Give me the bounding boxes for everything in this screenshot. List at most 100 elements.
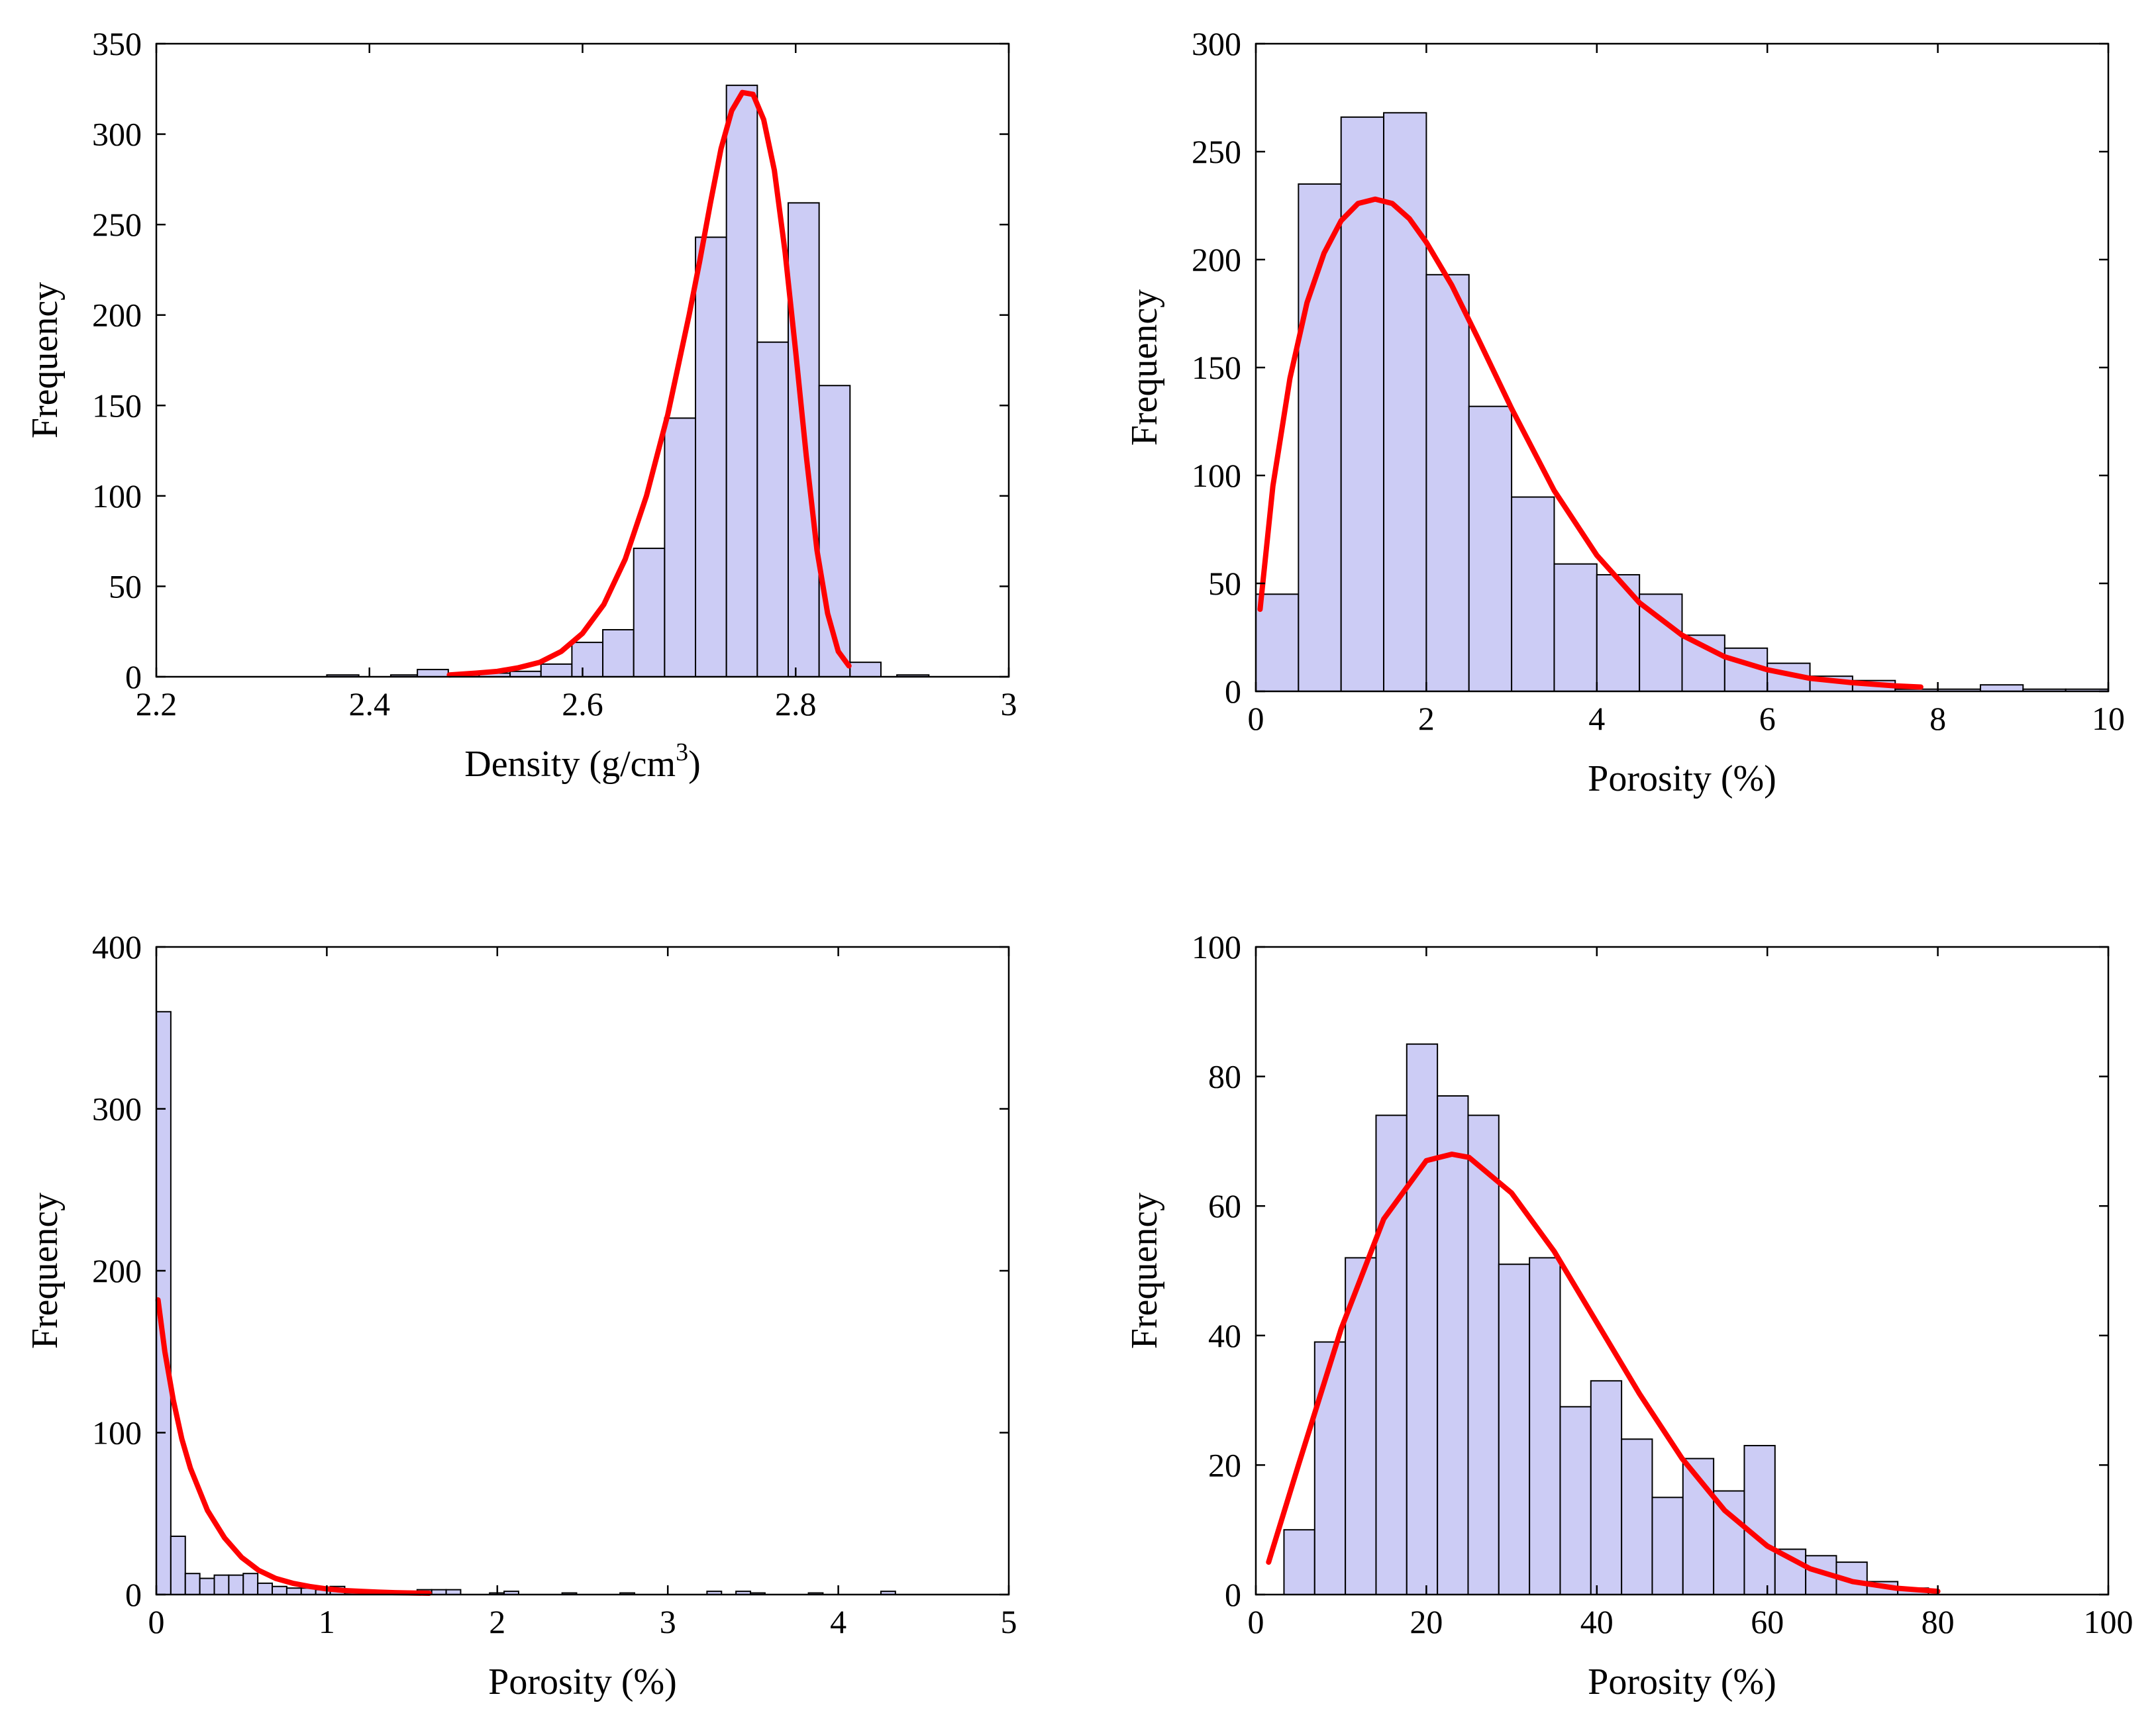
porosity-b-bar-5	[228, 1574, 244, 1595]
porosity-b-ytick-label-1: 100	[92, 1414, 142, 1452]
density-xtick-label-3: 2.8	[775, 685, 817, 722]
porosity-c-xtick-label-2: 40	[1580, 1603, 1614, 1640]
porosity-b-bar-6	[242, 1573, 259, 1596]
porosity-a-ytick-label-2: 100	[1192, 457, 1241, 494]
porosity-a-ytick-label-6: 300	[1192, 25, 1241, 62]
porosity-c-bar-10	[1590, 1380, 1623, 1595]
porosity-b-ytick-label-2: 200	[92, 1252, 142, 1289]
porosity-a-xtick-label-0: 0	[1248, 700, 1264, 737]
porosity-c-ytick-label-4: 80	[1208, 1058, 1241, 1095]
porosity-b-xtick-label-1: 1	[319, 1603, 335, 1640]
density-bar-12	[725, 84, 758, 677]
porosity-a-bar-5	[1468, 405, 1513, 692]
density-ytick-label-1: 50	[109, 567, 142, 605]
porosity-c-xlabel: Porosity (%)	[1588, 1661, 1776, 1702]
porosity-c-bar-7	[1498, 1263, 1531, 1595]
porosity-c-bar-15	[1743, 1445, 1776, 1596]
density-bar-11	[695, 236, 727, 677]
porosity-a-bar-3	[1383, 112, 1427, 692]
porosity-c-ylabel: Frequency	[1124, 1193, 1165, 1349]
porosity-c-bar-4	[1406, 1043, 1439, 1595]
porosity-a-ytick-label-4: 200	[1192, 241, 1241, 278]
porosity-c-bar-5	[1437, 1095, 1469, 1595]
porosity-c-bar-0	[1283, 1529, 1315, 1595]
porosity-c-xtick-label-5: 100	[2084, 1603, 2133, 1640]
density-ylabel: Frequency	[25, 282, 66, 438]
porosity-a-xtick-label-4: 8	[1929, 700, 1946, 737]
density-ytick-label-3: 150	[92, 387, 142, 424]
porosity-a-xtick-label-1: 2	[1418, 700, 1435, 737]
porosity-c-bar-11	[1621, 1438, 1653, 1596]
density-bar-9	[633, 548, 666, 677]
porosity-c-ytick-label-3: 60	[1208, 1187, 1241, 1224]
porosity-b-bar-7	[257, 1582, 274, 1596]
porosity-a-bar-17	[1979, 684, 2024, 692]
porosity-a-ytick-label-3: 150	[1192, 349, 1241, 386]
density-bar-15	[818, 385, 851, 677]
porosity-b-bar-2	[184, 1573, 201, 1596]
density-bar-13	[756, 341, 789, 678]
density-xtick-label-2: 2.6	[562, 685, 603, 722]
density-bar-16	[849, 662, 882, 677]
density-ytick-label-0: 0	[125, 658, 142, 695]
porosity-b-bar-8	[272, 1585, 287, 1595]
porosity-c-axes-box	[1255, 946, 2110, 1596]
porosity-a-xtick-label-2: 4	[1588, 700, 1605, 737]
subplot-porosity-c: 0 20 40 60 80 100 0 20 40 60 80 100 Porosity (%) Freq…	[1124, 928, 2133, 1702]
porosity-a-bar-6	[1511, 496, 1555, 692]
density-fit-curve	[446, 89, 852, 678]
porosity-c-bar-9	[1559, 1406, 1592, 1595]
density-bar-10	[664, 417, 697, 677]
porosity-c-xtick-label-1: 20	[1410, 1603, 1443, 1640]
porosity-c-fit-curve	[1266, 1152, 1941, 1595]
porosity-a-bar-0	[1255, 593, 1300, 692]
porosity-c-bar-12	[1651, 1497, 1684, 1596]
density-xlabel: Density (g/cm3)	[464, 738, 700, 785]
porosity-b-bar-4	[213, 1574, 230, 1595]
porosity-a-bar-4	[1425, 273, 1470, 692]
porosity-a-xlabel: Porosity (%)	[1588, 758, 1776, 799]
porosity-c-ytick-label-1: 20	[1208, 1446, 1241, 1483]
porosity-b-ytick-label-4: 400	[92, 928, 142, 965]
porosity-b-fit-curve	[155, 1297, 432, 1596]
density-xtick-label-0: 2.2	[136, 685, 178, 722]
porosity-a-xtick-label-5: 10	[2092, 700, 2125, 737]
density-ytick-label-4: 200	[92, 297, 142, 334]
porosity-b-ylabel: Frequency	[25, 1193, 66, 1349]
porosity-c-ytick-label-2: 40	[1208, 1317, 1241, 1354]
density-bar-2	[417, 669, 449, 677]
porosity-c-xtick-label-0: 0	[1248, 1603, 1264, 1640]
density-bar-6	[540, 663, 573, 678]
density-ytick-label-6: 300	[92, 116, 142, 153]
subplot-density: 2.2 2.4 2.6 2.8 3 0 50 100 150 200 250 300 350 Densit…	[25, 25, 1017, 785]
porosity-b-xtick-label-3: 3	[660, 1603, 676, 1640]
density-ytick-label-5: 250	[92, 206, 142, 243]
porosity-c-bar-8	[1529, 1257, 1561, 1595]
porosity-a-xtick-label-3: 6	[1759, 700, 1776, 737]
porosity-a-fit-curve	[1257, 196, 1924, 690]
porosity-b-axes-box	[155, 946, 1010, 1596]
porosity-a-ytick-label-1: 50	[1208, 565, 1241, 602]
density-xtick-label-4: 3	[1001, 685, 1017, 722]
porosity-a-ylabel: Frequency	[1124, 289, 1165, 446]
porosity-c-xtick-label-4: 80	[1922, 1603, 1955, 1640]
subplot-porosity-b: 0 1 2 3 4 5 0 100 200 300 400 Porosity (%) Frequency	[25, 928, 1017, 1702]
porosity-a-ytick-label-5: 250	[1192, 133, 1241, 170]
porosity-b-xlabel: Porosity (%)	[488, 1661, 677, 1702]
porosity-b-xtick-label-4: 4	[830, 1603, 847, 1640]
density-bar-7	[571, 642, 604, 677]
porosity-b-xtick-label-2: 2	[489, 1603, 505, 1640]
porosity-c-ytick-label-0: 0	[1225, 1576, 1241, 1613]
density-xtick-label-1: 2.4	[349, 685, 391, 722]
density-bar-8	[602, 628, 635, 677]
porosity-b-bar-1	[170, 1535, 186, 1595]
porosity-c-bar-3	[1375, 1114, 1408, 1595]
porosity-b-ytick-label-3: 300	[92, 1091, 142, 1128]
porosity-b-bar-3	[199, 1577, 215, 1596]
porosity-c-bar-1	[1313, 1341, 1347, 1595]
density-ytick-label-2: 100	[92, 477, 142, 515]
density-ytick-label-7: 350	[92, 25, 142, 62]
porosity-b-xtick-label-5: 5	[1001, 1603, 1017, 1640]
porosity-b-ytick-label-0: 0	[125, 1576, 142, 1613]
